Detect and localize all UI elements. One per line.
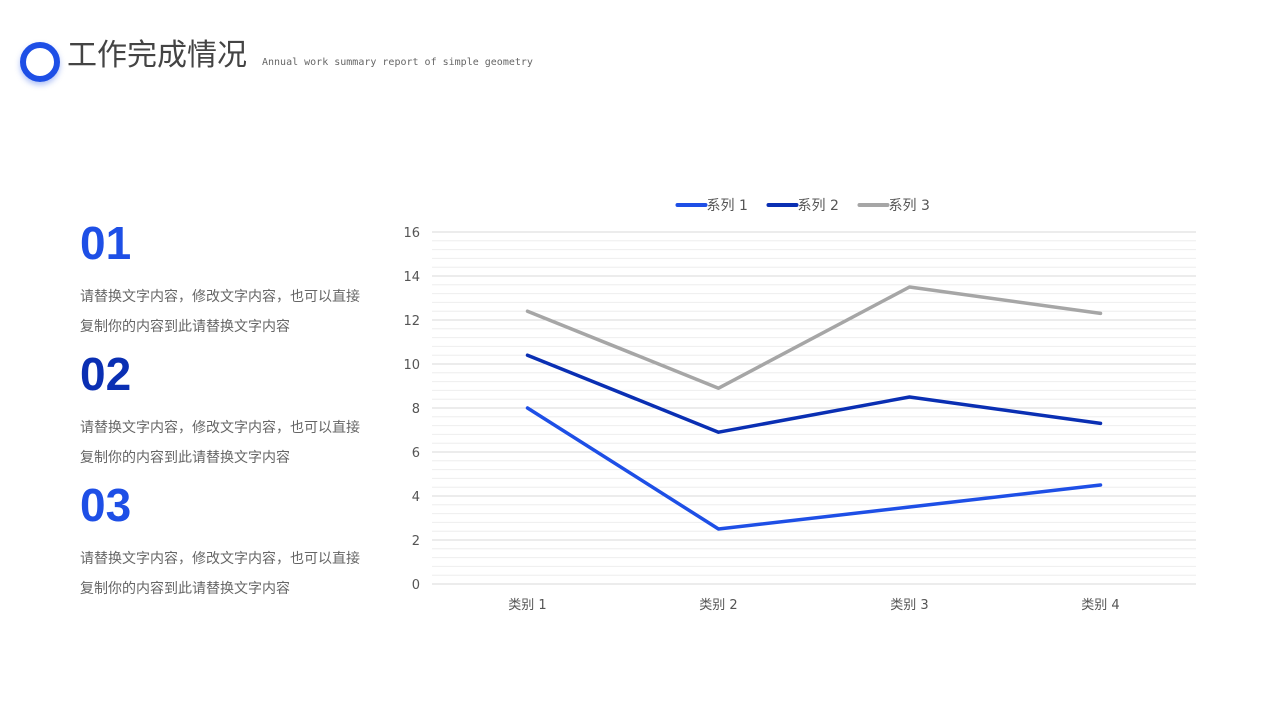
x-tick-label: 类别 2 [699,598,737,613]
x-tick-label: 类别 1 [508,598,546,613]
y-tick-label: 16 [403,226,420,241]
y-tick-label: 8 [412,402,420,417]
series-line [525,285,1103,390]
item-number: 01 [80,217,132,269]
logo-ring-icon [20,42,60,82]
item-text: 请替换文字内容，修改文字内容，也可以直接复制你的内容到此请替换文字内容 [80,551,360,597]
series-line [525,406,1103,531]
page-subtitle: Annual work summary report of simple geo… [262,57,533,68]
item-number: 02 [80,348,132,400]
summary-item-1: 01 请替换文字内容，修改文字内容，也可以直接复制你的内容到此请替换文字内容 [80,218,380,342]
series-line [525,353,1103,434]
summary-item-3: 03 请替换文字内容，修改文字内容，也可以直接复制你的内容到此请替换文字内容 [80,480,380,604]
page-title: 工作完成情况 [67,38,247,73]
y-tick-label: 0 [412,578,420,593]
item-number: 03 [80,479,132,531]
y-tick-label: 6 [412,446,420,461]
y-tick-label: 4 [412,490,420,505]
item-text: 请替换文字内容，修改文字内容，也可以直接复制你的内容到此请替换文字内容 [80,289,360,335]
legend-label: 系列 3 [889,198,930,214]
y-tick-label: 14 [403,270,420,285]
x-tick-label: 类别 3 [890,598,928,613]
y-tick-label: 2 [412,534,420,549]
item-text: 请替换文字内容，修改文字内容，也可以直接复制你的内容到此请替换文字内容 [80,420,360,466]
legend-label: 系列 2 [798,198,839,214]
legend-label: 系列 1 [707,198,748,214]
summary-item-2: 02 请替换文字内容，修改文字内容，也可以直接复制你的内容到此请替换文字内容 [80,349,380,473]
y-tick-label: 12 [403,314,420,329]
y-tick-label: 10 [403,358,420,373]
x-tick-label: 类别 4 [1081,598,1119,613]
